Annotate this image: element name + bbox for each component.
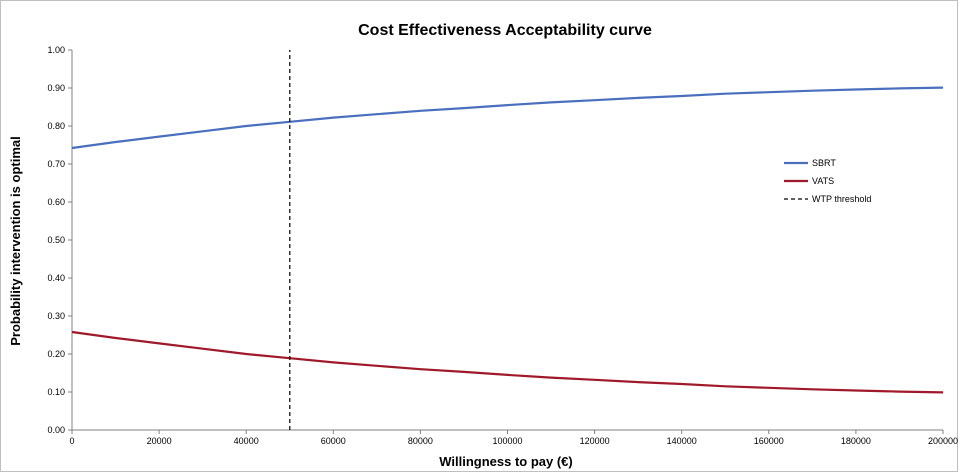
y-axis-ticks: 0.00 0.10 0.20 0.30 0.40 0.50 0.60 0.70 0.80 0.90… xyxy=(47,45,72,435)
series-line-sbrt xyxy=(71,86,944,150)
x-tick-label: 140000 xyxy=(667,436,697,446)
x-axis-label: Willingness to pay (€) xyxy=(439,454,573,469)
series-layer xyxy=(71,50,944,430)
y-tick-label: 0.90 xyxy=(47,83,65,93)
legend-label-wtp-threshold: WTP threshold xyxy=(812,194,871,204)
x-tick-label: 20000 xyxy=(147,436,172,446)
series-line-vats xyxy=(71,330,944,394)
y-tick-label: 0.60 xyxy=(47,197,65,207)
x-tick-label: 200000 xyxy=(928,436,958,446)
x-tick-label: 160000 xyxy=(754,436,784,446)
legend-label-sbrt: SBRT xyxy=(812,158,836,168)
chart-title: Cost Effectiveness Acceptability curve xyxy=(358,22,652,39)
y-tick-label: 0.00 xyxy=(47,425,65,435)
x-tick-label: 40000 xyxy=(234,436,259,446)
y-tick-label: 0.40 xyxy=(47,273,65,283)
x-tick-label: 0 xyxy=(69,436,74,446)
y-tick-label: 0.10 xyxy=(47,387,65,397)
y-tick-label: 0.70 xyxy=(47,159,65,169)
y-tick-label: 0.30 xyxy=(47,311,65,321)
axes xyxy=(71,50,943,431)
x-tick-label: 100000 xyxy=(492,436,522,446)
legend-label-vats: VATS xyxy=(812,176,834,186)
y-tick-label: 0.20 xyxy=(47,349,65,359)
x-tick-label: 80000 xyxy=(408,436,433,446)
legend: SBRT VATS WTP threshold xyxy=(784,158,871,204)
y-tick-label: 0.80 xyxy=(47,121,65,131)
x-tick-label: 180000 xyxy=(841,436,871,446)
y-tick-label: 1.00 xyxy=(47,45,65,55)
x-axis-ticks: 0 20000 40000 60000 80000 100000 120000 140000 1… xyxy=(69,430,958,446)
x-tick-label: 120000 xyxy=(580,436,610,446)
y-axis-label: Probability intervention is optimal xyxy=(8,136,23,345)
x-tick-label: 60000 xyxy=(321,436,346,446)
y-tick-label: 0.50 xyxy=(47,235,65,245)
